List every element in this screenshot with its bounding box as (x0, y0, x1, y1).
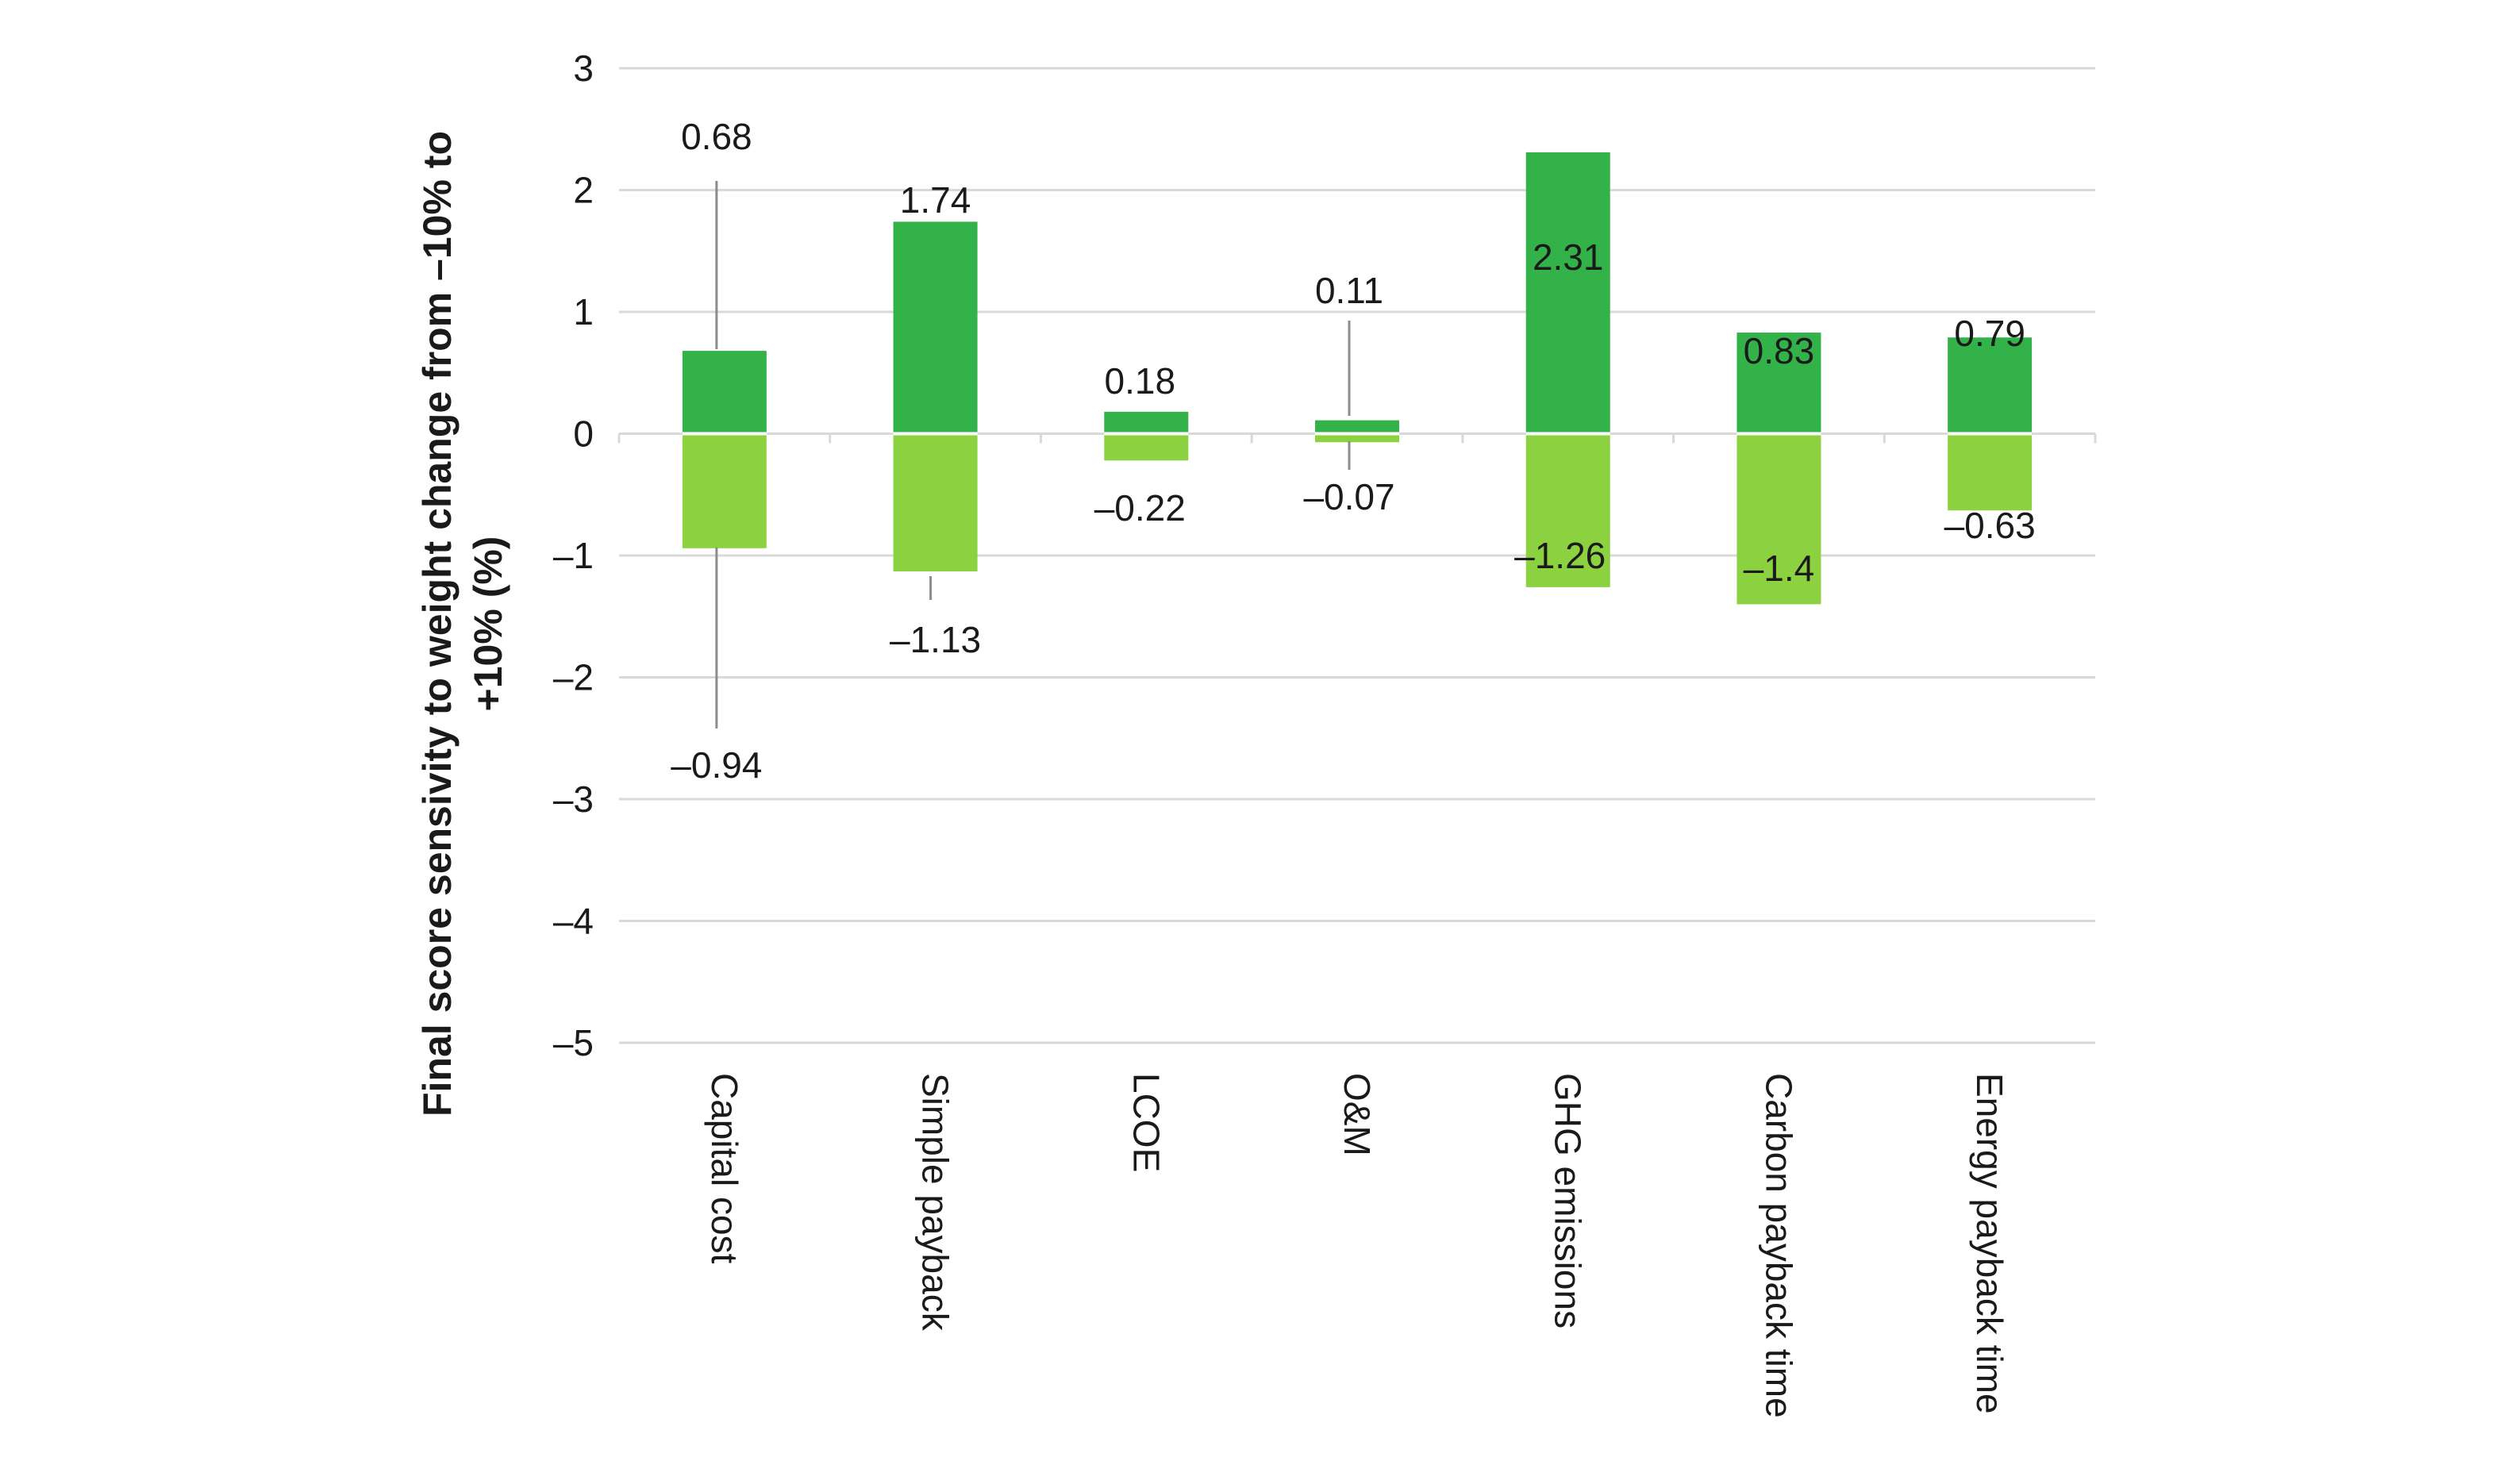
x-category-label: Simple payback (915, 1073, 956, 1332)
y-axis-title-line-1: Final score sensivity to weight change f… (415, 131, 460, 1117)
bars (682, 152, 2033, 605)
y-tick-label: –3 (553, 779, 594, 820)
bar-positive (1315, 420, 1399, 434)
bar-negative (682, 433, 767, 548)
bar-negative (1948, 433, 2033, 511)
x-category-label: LCOE (1125, 1073, 1167, 1172)
y-tick-label: –1 (553, 535, 594, 576)
data-label-positive: 1.74 (900, 179, 971, 221)
bar-positive (1104, 411, 1189, 434)
data-label-negative: –1.13 (890, 619, 981, 660)
bar-negative (1315, 433, 1399, 443)
data-label-negative: –0.63 (1944, 505, 2036, 546)
data-labels: 0.68 –0.94 1.74 –1.13 0.18 –0.22 0.11 –0.07 2.31… (671, 116, 2035, 786)
y-axis-title-line-2: +10% (%) (466, 536, 510, 712)
bar-positive (1737, 333, 1821, 434)
bar-positive (682, 351, 767, 434)
data-label-negative: –0.07 (1303, 476, 1394, 517)
data-label-positive: 2.31 (1533, 236, 1604, 278)
gridlines (617, 67, 2097, 1044)
x-category-label: Energy payback time (1969, 1073, 2010, 1414)
x-category-labels: Capital cost Simple payback LCOE O&M GHG emi… (704, 1073, 2010, 1418)
data-label-negative: –0.22 (1094, 487, 1186, 529)
data-label-negative: –1.26 (1514, 535, 1606, 576)
x-category-label: O&M (1337, 1073, 1378, 1156)
bar-negative (1525, 433, 1610, 587)
data-label-positive: 0.79 (1954, 313, 2025, 354)
data-label-positive: 0.11 (1315, 270, 1383, 311)
bar-positive (1948, 337, 2033, 434)
y-tick-label: –2 (553, 657, 594, 698)
y-tick-label: 3 (573, 48, 594, 89)
y-tick-label: 1 (573, 291, 594, 333)
bar-negative (1737, 433, 1821, 605)
x-category-label: Carbon payback time (1758, 1073, 1799, 1418)
bar-positive (893, 221, 978, 434)
y-tick-label: –5 (553, 1022, 594, 1063)
bar-negative (1104, 433, 1189, 461)
y-tick-label: 2 (573, 170, 594, 211)
data-label-positive: 0.18 (1105, 360, 1176, 402)
x-category-label: Capital cost (704, 1073, 745, 1264)
data-label-positive: 0.83 (1744, 330, 1815, 371)
data-label-positive: 0.68 (681, 116, 752, 157)
leader-lines (715, 181, 1351, 729)
data-label-negative: –1.4 (1744, 548, 1815, 589)
bar-positive (1525, 152, 1610, 434)
bar-negative (893, 433, 978, 571)
x-category-label: GHG emissions (1548, 1073, 1589, 1328)
y-tick-label: –4 (553, 901, 594, 942)
y-tick-label: 0 (573, 413, 594, 455)
data-label-negative: –0.94 (671, 744, 762, 786)
y-tick-labels: 3 2 1 0 –1 –2 –3 –4 –5 (553, 48, 594, 1063)
